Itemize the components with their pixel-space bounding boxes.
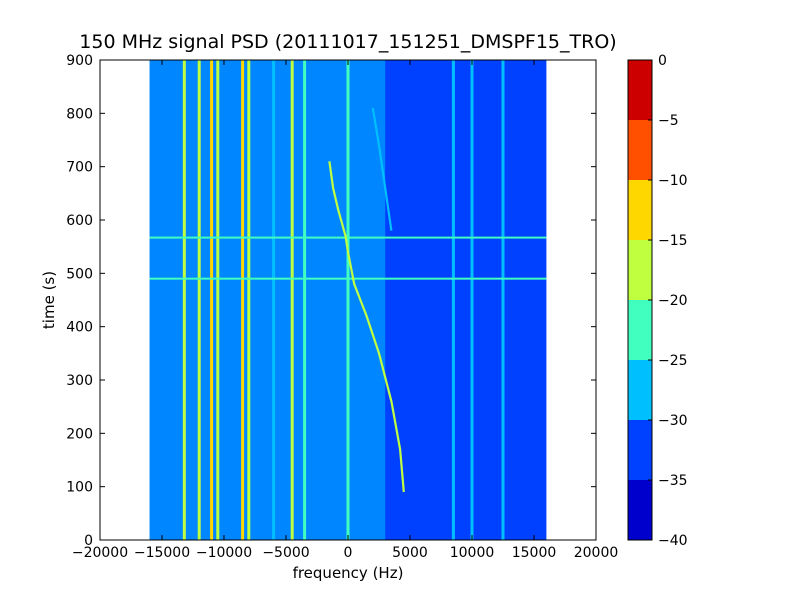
x-tick-label: −20000 (72, 545, 128, 561)
x-tick-label: 15000 (512, 545, 557, 561)
colorbar-tick-label: −25 (658, 353, 688, 369)
x-tick-label: 10000 (450, 545, 495, 561)
doppler-trace (371, 107, 393, 231)
x-tick-label: 0 (344, 545, 353, 561)
colorbar-cell (628, 60, 652, 120)
tone-line (501, 60, 505, 540)
tone-line (182, 60, 186, 540)
chart-title: 150 MHz signal PSD (20111017_151251_DMSP… (79, 31, 616, 53)
tone-line (470, 60, 474, 540)
colorbar-cell (628, 240, 652, 300)
y-tick-label: 400 (66, 320, 93, 336)
tone-line (346, 60, 350, 540)
colorbar-cells (628, 60, 652, 540)
y-tick-label: 100 (66, 480, 93, 496)
y-tick-label: 800 (66, 106, 93, 122)
colorbar-tick-label: −5 (658, 113, 679, 129)
y-tick-label: 700 (66, 160, 93, 176)
doppler-trace (328, 161, 405, 493)
tone-line (272, 60, 276, 540)
x-tick-label: 5000 (392, 545, 428, 561)
colorbar-tick-label: −35 (658, 473, 688, 489)
plot-area: −20000 −15000 −10000 −5000 0 5000 10000 15000 20… (66, 53, 618, 561)
x-axis-ticks: −20000 −15000 −10000 −5000 0 5000 10000 15000 20… (72, 60, 618, 561)
tone-line (451, 60, 455, 540)
colorbar-cell (628, 120, 652, 180)
colorbar-tick-label: −30 (658, 413, 688, 429)
heatmap-lower-band (149, 60, 386, 540)
x-tick-label: 20000 (574, 545, 619, 561)
tone-line (290, 60, 294, 540)
burst-lines-layer (149, 236, 547, 280)
colorbar-ticks: 0 −5 −10 −15 −20 −25 −30 −35 −40 (648, 53, 688, 549)
colorbar-tick-label: −40 (658, 533, 688, 549)
burst-line (149, 277, 547, 280)
y-tick-label: 0 (84, 533, 93, 549)
doppler-traces-layer (328, 107, 405, 493)
y-axis-label: time (s) (40, 271, 58, 329)
tone-line (303, 60, 307, 540)
x-tick-label: −5000 (262, 545, 309, 561)
tone-line (210, 60, 214, 540)
colorbar-cell (628, 360, 652, 420)
tone-line (216, 60, 220, 540)
y-tick-label: 200 (66, 426, 93, 442)
colorbar-cell (628, 480, 652, 540)
tone-line (247, 60, 251, 540)
colorbar-tick-label: −15 (658, 233, 688, 249)
tone-lines-layer (182, 60, 505, 540)
colorbar-tick-label: 0 (658, 53, 667, 69)
tone-line (197, 60, 201, 540)
colorbar-cell (628, 420, 652, 480)
y-axis-ticks: 0 100 200 300 400 500 600 700 800 900 (66, 53, 596, 549)
x-tick-label: −15000 (134, 545, 190, 561)
colorbar: 0 −5 −10 −15 −20 −25 −30 −35 −40 (627, 53, 688, 549)
tone-line (241, 60, 245, 540)
colorbar-cell (628, 180, 652, 240)
colorbar-tick-label: −20 (658, 293, 688, 309)
burst-line (149, 236, 547, 239)
x-axis-label: frequency (Hz) (293, 564, 404, 582)
colorbar-cell (628, 300, 652, 360)
y-tick-label: 300 (66, 373, 93, 389)
y-tick-label: 600 (66, 213, 93, 229)
y-tick-label: 900 (66, 53, 93, 69)
colorbar-tick-label: −10 (658, 173, 688, 189)
y-tick-label: 500 (66, 266, 93, 282)
x-tick-label: −10000 (196, 545, 252, 561)
